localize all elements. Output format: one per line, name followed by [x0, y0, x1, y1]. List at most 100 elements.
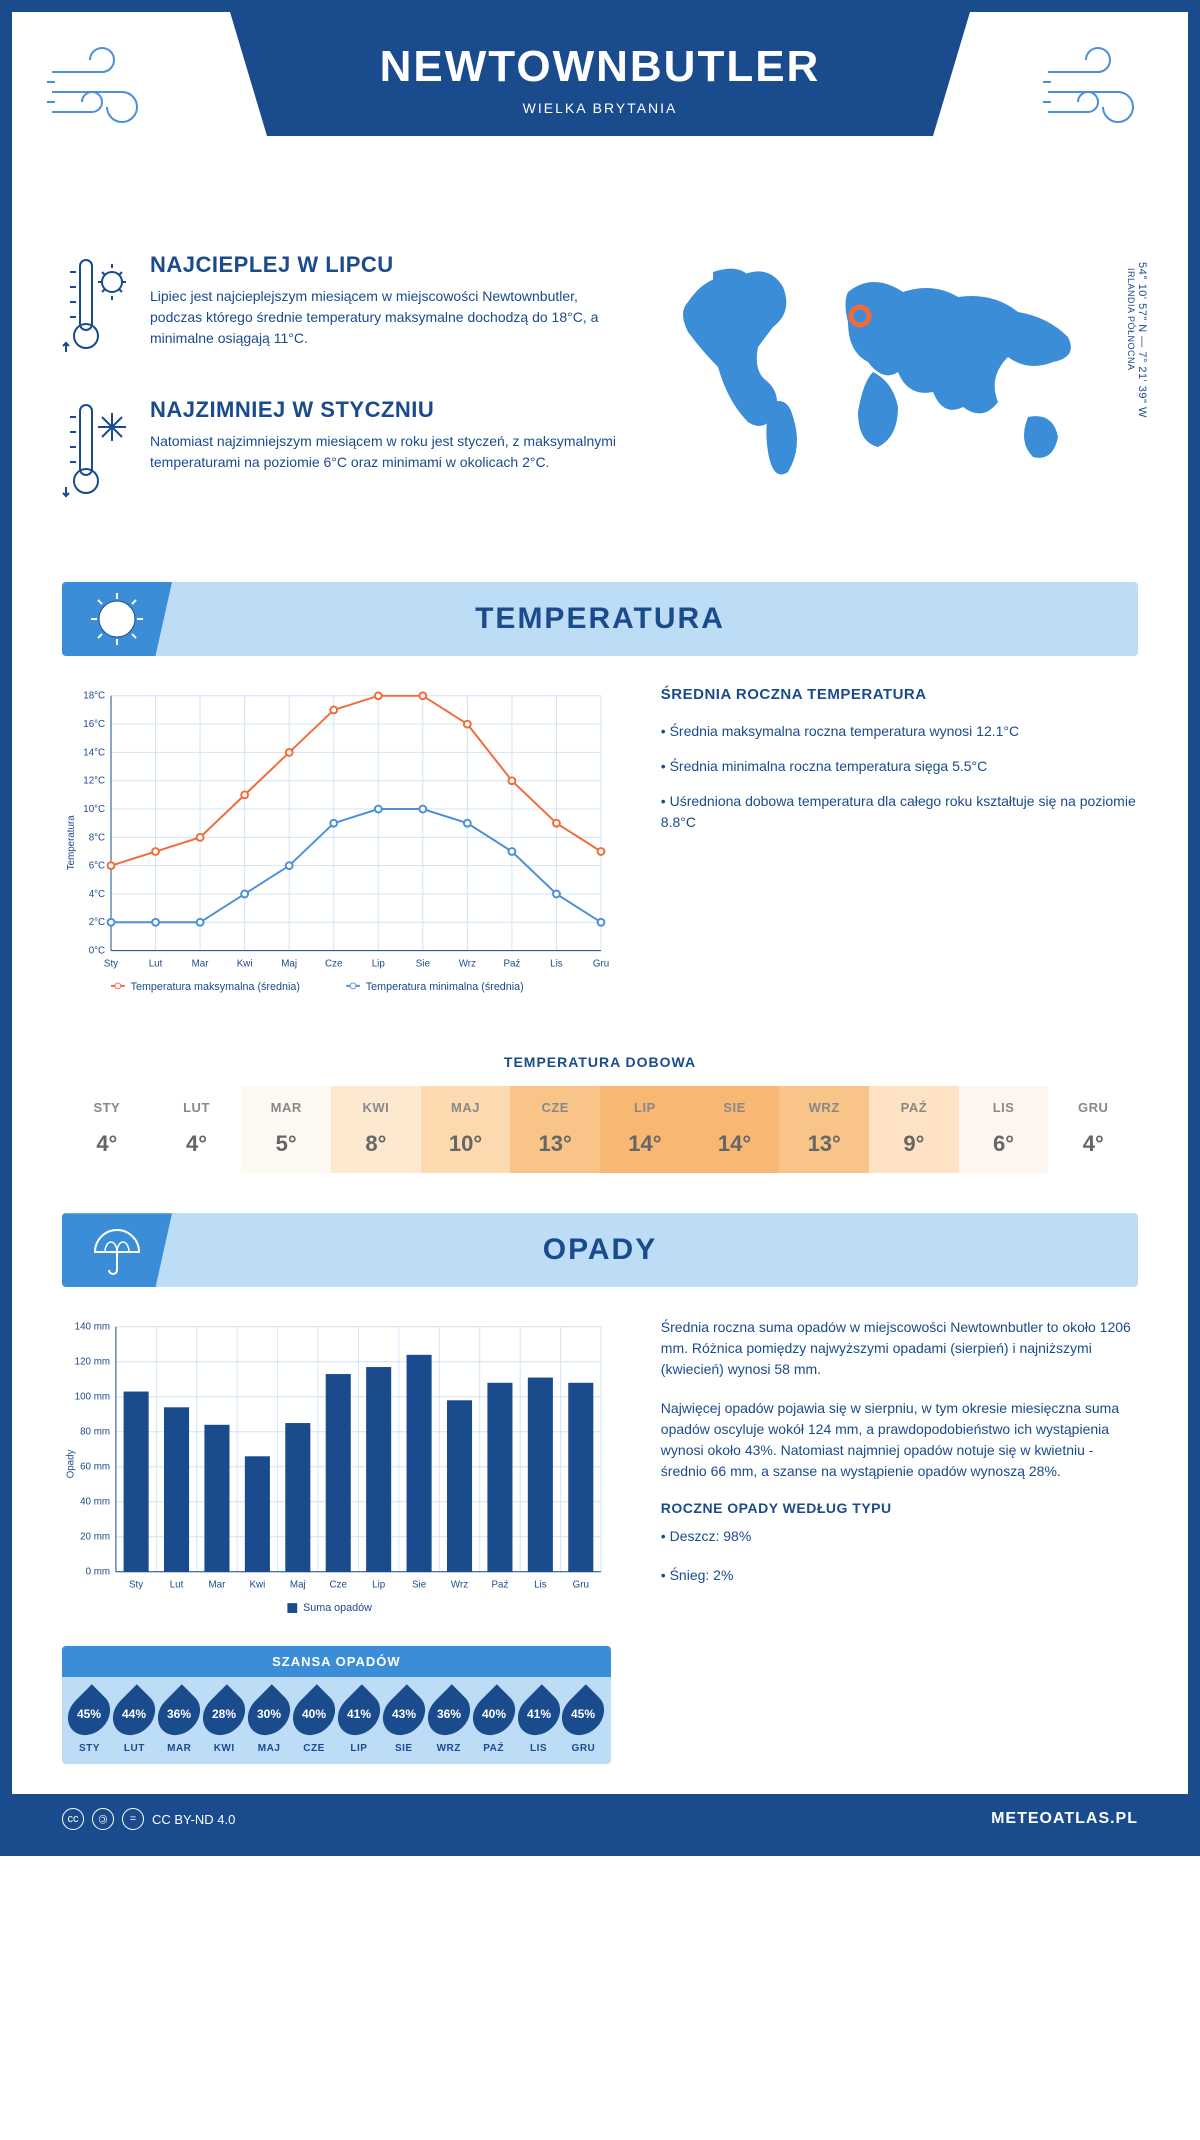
- svg-text:80 mm: 80 mm: [80, 1427, 110, 1438]
- svg-text:16°C: 16°C: [83, 719, 105, 730]
- svg-text:100 mm: 100 mm: [75, 1392, 110, 1403]
- svg-text:Lut: Lut: [170, 1580, 184, 1591]
- svg-text:6°C: 6°C: [89, 861, 105, 872]
- svg-text:Sty: Sty: [129, 1580, 143, 1591]
- annual-max: • Średnia maksymalna roczna temperatura …: [661, 721, 1138, 742]
- daily-temp-cell: WRZ13°: [779, 1086, 869, 1173]
- daily-temp-title: TEMPERATURA DOBOWA: [62, 1054, 1138, 1070]
- climate-summary: NAJCIEPLEJ W LIPCU Lipiec jest najcieple…: [12, 212, 1188, 572]
- svg-text:Temperatura maksymalna (średni: Temperatura maksymalna (średnia): [131, 981, 300, 993]
- daily-temp-cell: KWI8°: [331, 1086, 421, 1173]
- svg-text:Mar: Mar: [192, 958, 210, 969]
- temperature-line-chart: Temperatura 0°C2°C4°C6°C8°C10°C12°C14°C1…: [62, 686, 611, 1009]
- chance-title: SZANSA OPADÓW: [62, 1646, 611, 1677]
- page-footer: cc 🄯 = CC BY-ND 4.0 METEOATLAS.PL: [12, 1794, 1188, 1844]
- svg-text:Lip: Lip: [372, 1580, 386, 1591]
- svg-text:Maj: Maj: [281, 958, 297, 969]
- svg-text:Kwi: Kwi: [237, 958, 253, 969]
- license-text: CC BY-ND 4.0: [152, 1812, 235, 1827]
- svg-text:Wrz: Wrz: [451, 1580, 468, 1591]
- precip-snow: • Śnieg: 2%: [661, 1565, 1138, 1586]
- thermometer-snow-icon: [62, 397, 132, 512]
- svg-text:4°C: 4°C: [89, 889, 105, 900]
- daily-temp-cell: SIE14°: [690, 1086, 780, 1173]
- coldest-block: NAJZIMNIEJ W STYCZNIU Natomiast najzimni…: [62, 397, 618, 512]
- svg-text:Sty: Sty: [104, 958, 118, 969]
- annual-min: • Średnia minimalna roczna temperatura s…: [661, 756, 1138, 777]
- svg-text:Temperatura: Temperatura: [66, 815, 77, 870]
- warmest-title: NAJCIEPLEJ W LIPCU: [150, 252, 618, 278]
- svg-text:8°C: 8°C: [89, 832, 105, 843]
- svg-text:Cze: Cze: [325, 958, 342, 969]
- daily-temp-cell: CZE13°: [510, 1086, 600, 1173]
- svg-text:Lis: Lis: [550, 958, 563, 969]
- sun-icon: [62, 582, 172, 656]
- chance-cell: 28%KWI: [203, 1691, 246, 1754]
- svg-text:Cze: Cze: [330, 1580, 347, 1591]
- warmest-text: Lipiec jest najcieplejszym miesiącem w m…: [150, 286, 618, 349]
- chance-cell: 44%LUT: [113, 1691, 156, 1754]
- svg-text:Sie: Sie: [412, 1580, 426, 1591]
- daily-temp-cell: PAŹ9°: [869, 1086, 959, 1173]
- svg-text:Paź: Paź: [492, 1580, 509, 1591]
- svg-text:Lut: Lut: [149, 958, 163, 969]
- precip-para-2: Najwięcej opadów pojawia się w sierpniu,…: [661, 1398, 1138, 1482]
- coldest-text: Natomiast najzimniejszym miesiącem w rok…: [150, 431, 618, 473]
- brand-name: METEOATLAS.PL: [991, 1810, 1138, 1828]
- precipitation-title: OPADY: [62, 1233, 1138, 1267]
- chance-cell: 45%GRU: [562, 1691, 605, 1754]
- precip-type-title: ROCZNE OPADY WEDŁUG TYPU: [661, 1500, 1138, 1516]
- precipitation-section-header: OPADY: [62, 1213, 1138, 1287]
- svg-text:Sie: Sie: [416, 958, 430, 969]
- svg-text:Maj: Maj: [290, 1580, 306, 1591]
- daily-temp-cell: MAR5°: [241, 1086, 331, 1173]
- svg-text:20 mm: 20 mm: [80, 1532, 110, 1543]
- title-banner: NEWTOWNBUTLER WIELKA BRYTANIA: [230, 12, 970, 136]
- warmest-block: NAJCIEPLEJ W LIPCU Lipiec jest najcieple…: [62, 252, 618, 367]
- precipitation-chance-table: SZANSA OPADÓW 45%STY44%LUT36%MAR28%KWI30…: [62, 1646, 611, 1764]
- svg-text:2°C: 2°C: [89, 917, 105, 928]
- svg-text:Lis: Lis: [534, 1580, 547, 1591]
- chance-cell: 36%MAR: [158, 1691, 201, 1754]
- wind-icon: [42, 42, 162, 147]
- umbrella-icon: [62, 1213, 172, 1287]
- nd-icon: =: [122, 1808, 144, 1830]
- annual-temp-title: ŚREDNIA ROCZNA TEMPERATURA: [661, 686, 1138, 703]
- svg-text:Gru: Gru: [593, 958, 609, 969]
- daily-temp-cell: LUT4°: [152, 1086, 242, 1173]
- chance-cell: 41%LIP: [337, 1691, 380, 1754]
- svg-text:10°C: 10°C: [83, 804, 105, 815]
- city-title: NEWTOWNBUTLER: [230, 42, 970, 92]
- precipitation-bar-chart: Opady 0 mm20 mm40 mm60 mm80 mm100 mm120 …: [62, 1317, 611, 1621]
- svg-text:Gru: Gru: [573, 1580, 589, 1591]
- daily-temp-cell: STY4°: [62, 1086, 152, 1173]
- svg-text:Kwi: Kwi: [250, 1580, 266, 1591]
- svg-text:40 mm: 40 mm: [80, 1497, 110, 1508]
- svg-text:0 mm: 0 mm: [86, 1567, 110, 1578]
- svg-text:12°C: 12°C: [83, 776, 105, 787]
- coordinates: 54° 10' 57" N — 7° 21' 39" W IRLANDIA PÓ…: [1126, 262, 1148, 418]
- cc-icon: cc: [62, 1808, 84, 1830]
- precip-rain: • Deszcz: 98%: [661, 1526, 1138, 1547]
- chance-cell: 41%LIS: [517, 1691, 560, 1754]
- daily-temperature-table: TEMPERATURA DOBOWA STY4°LUT4°MAR5°KWI8°M…: [62, 1054, 1138, 1173]
- page-header: NEWTOWNBUTLER WIELKA BRYTANIA: [12, 12, 1188, 212]
- daily-temp-cell: LIS6°: [959, 1086, 1049, 1173]
- precip-para-1: Średnia roczna suma opadów w miejscowośc…: [661, 1317, 1138, 1380]
- svg-text:Temperatura minimalna (średnia: Temperatura minimalna (średnia): [366, 981, 524, 993]
- svg-text:Lip: Lip: [372, 958, 386, 969]
- by-icon: 🄯: [92, 1808, 114, 1830]
- svg-text:Opady: Opady: [66, 1450, 77, 1479]
- chance-cell: 45%STY: [68, 1691, 111, 1754]
- world-map: [658, 252, 1098, 492]
- svg-text:60 mm: 60 mm: [80, 1462, 110, 1473]
- svg-text:Paź: Paź: [503, 958, 520, 969]
- daily-temp-cell: MAJ10°: [421, 1086, 511, 1173]
- svg-text:Suma opadów: Suma opadów: [303, 1602, 372, 1614]
- temperature-section-header: TEMPERATURA: [62, 582, 1138, 656]
- chance-cell: 36%WRZ: [427, 1691, 470, 1754]
- coldest-title: NAJZIMNIEJ W STYCZNIU: [150, 397, 618, 423]
- region-label: IRLANDIA PÓŁNOCNA: [1126, 268, 1136, 418]
- svg-text:14°C: 14°C: [83, 747, 105, 758]
- daily-temp-cell: GRU4°: [1048, 1086, 1138, 1173]
